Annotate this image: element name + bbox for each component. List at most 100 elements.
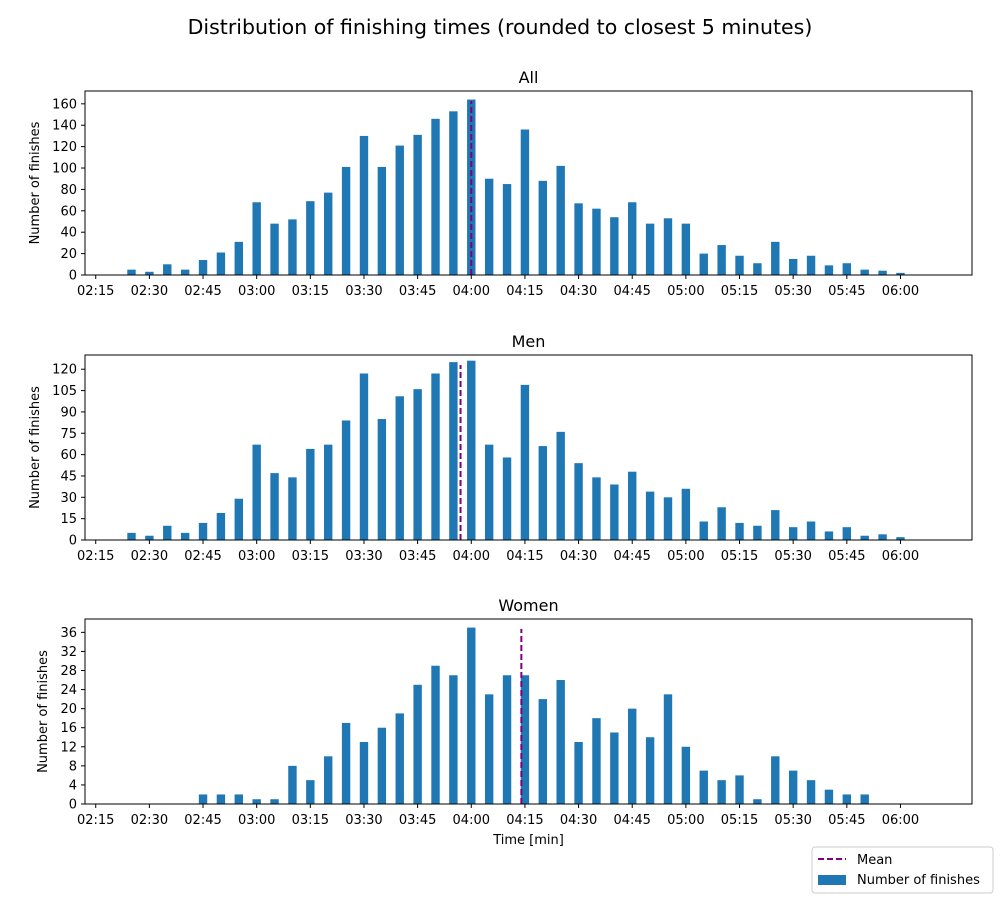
women-bar-0430 [574, 742, 583, 804]
men-ytick-label-120: 120 [52, 363, 77, 378]
all-xtick-label-0415: 04:15 [506, 284, 543, 299]
men-bar-0245 [198, 522, 208, 540]
men-ytick-label-30: 30 [60, 491, 77, 506]
all-bar-0310 [288, 219, 297, 275]
women-xtick-label-0345: 03:45 [399, 813, 436, 828]
men-xtick-label-0500: 05:00 [667, 549, 704, 564]
men-bar-0345 [413, 389, 422, 540]
all-ytick-label-20: 20 [60, 247, 77, 262]
women-xtick-label-0430: 04:30 [560, 813, 597, 828]
women-bar-0535 [806, 780, 816, 804]
all-xtick-label-0430: 04:30 [560, 284, 597, 299]
men-bar-0550 [860, 535, 869, 540]
all-ytick-label-160: 160 [52, 97, 77, 112]
women-bar-0545 [842, 794, 852, 804]
all-title: All [519, 68, 539, 87]
women-xtick-label-0545: 05:45 [828, 813, 865, 828]
women-bar-0415 [520, 675, 530, 804]
men-bar-0235 [163, 525, 172, 540]
women-xtick-label-0600: 06:00 [882, 813, 919, 828]
women-bar-0355 [449, 675, 458, 804]
men-bar-0500 [681, 488, 691, 540]
all-bar-0420 [538, 180, 548, 275]
panel-women: 02:15 02:30 02:45 03:00 03:15 03:30 03:45 04:00… [36, 596, 973, 848]
all-bar-0440 [610, 217, 619, 275]
women-title: Women [498, 596, 558, 615]
all-bar-0525 [771, 241, 780, 275]
men-bar-0430 [574, 463, 583, 540]
men-ytick-label-90: 90 [60, 405, 77, 420]
men-xtick-label-0330: 03:30 [345, 549, 382, 564]
men-bar-0410 [502, 457, 512, 540]
men-xtick-label-0315: 03:15 [292, 549, 329, 564]
all-bar-0505 [699, 253, 708, 275]
men-bar-0305 [270, 473, 279, 540]
men-bar-0255 [234, 498, 243, 540]
figure-title: Distribution of finishing times (rounded… [188, 15, 813, 39]
men-bar-0250 [216, 512, 226, 540]
women-ytick-label-36: 36 [60, 626, 77, 641]
women-ytick-label-24: 24 [60, 683, 77, 698]
all-bar-0250 [216, 252, 226, 275]
men-ytick-label-15: 15 [60, 512, 77, 527]
men-bar-0445 [628, 471, 637, 540]
women-ytick-label-8: 8 [69, 759, 77, 774]
men-bar-0240 [180, 532, 190, 540]
women-xtick-label-0530: 05:30 [774, 813, 811, 828]
women-xtick-label-0415: 04:15 [506, 813, 543, 828]
women-ytick-label-16: 16 [60, 721, 77, 736]
all-bar-0325 [341, 166, 351, 275]
all-bar-0330 [359, 135, 369, 275]
all-bar-0400 [467, 99, 476, 275]
all-ytick-label-60: 60 [60, 204, 77, 219]
all-bar-0320 [324, 192, 333, 275]
legend-frame [811, 846, 994, 894]
men-ytick-label-0: 0 [69, 534, 77, 549]
men-bar-0425 [556, 431, 565, 540]
men-xtick-label-0545: 05:45 [828, 549, 865, 564]
women-bar-0510 [717, 780, 726, 804]
women-xtick-label-0515: 05:15 [721, 813, 758, 828]
all-xtick-label-0330: 03:30 [345, 284, 382, 299]
women-bar-0450 [645, 737, 655, 804]
all-bar-0300 [252, 202, 261, 275]
all-ytick-label-0: 0 [69, 269, 77, 284]
all-bar-0405 [484, 178, 494, 275]
all-bar-0230 [145, 271, 154, 275]
women-bar-0505 [699, 770, 708, 804]
men-bar-0520 [753, 525, 762, 540]
men-bar-0355 [449, 362, 458, 540]
all-bar-0455 [663, 218, 673, 275]
women-ytick-label-12: 12 [60, 740, 77, 755]
all-bar-0540 [824, 265, 834, 275]
legend-bar-label: Number of finishes [857, 873, 980, 888]
all-bar-0445 [628, 202, 637, 275]
all-xtick-label-0300: 03:00 [238, 284, 275, 299]
women-bar-0410 [502, 675, 512, 804]
all-bar-0315 [306, 201, 315, 275]
men-ytick-label-75: 75 [60, 427, 77, 442]
legend-bar-swatch [818, 875, 846, 885]
women-bar-0530 [788, 770, 798, 804]
men-xtick-label-0415: 04:15 [506, 549, 543, 564]
women-bar-0425 [556, 680, 565, 804]
legend-mean-label: Mean [857, 853, 892, 868]
women-bar-0400 [467, 627, 476, 804]
women-xtick-label-0230: 02:30 [131, 813, 168, 828]
all-ytick-label-140: 140 [52, 119, 77, 134]
all-ytick-label-120: 120 [52, 140, 77, 155]
women-bar-0305 [270, 799, 279, 804]
women-ytick-label-32: 32 [60, 645, 77, 660]
men-xtick-label-0300: 03:00 [238, 549, 275, 564]
women-bar-0325 [341, 722, 351, 804]
women-bar-0515 [735, 775, 744, 804]
all-xtick-label-0500: 05:00 [667, 284, 704, 299]
all-bar-0545 [842, 263, 852, 275]
men-axes-frame [84, 354, 973, 541]
men-bar-0505 [699, 521, 708, 540]
all-xtick-label-0515: 05:15 [721, 284, 758, 299]
women-bar-0345 [413, 684, 422, 804]
all-ytick-label-100: 100 [52, 162, 77, 177]
men-bar-0530 [788, 527, 798, 540]
